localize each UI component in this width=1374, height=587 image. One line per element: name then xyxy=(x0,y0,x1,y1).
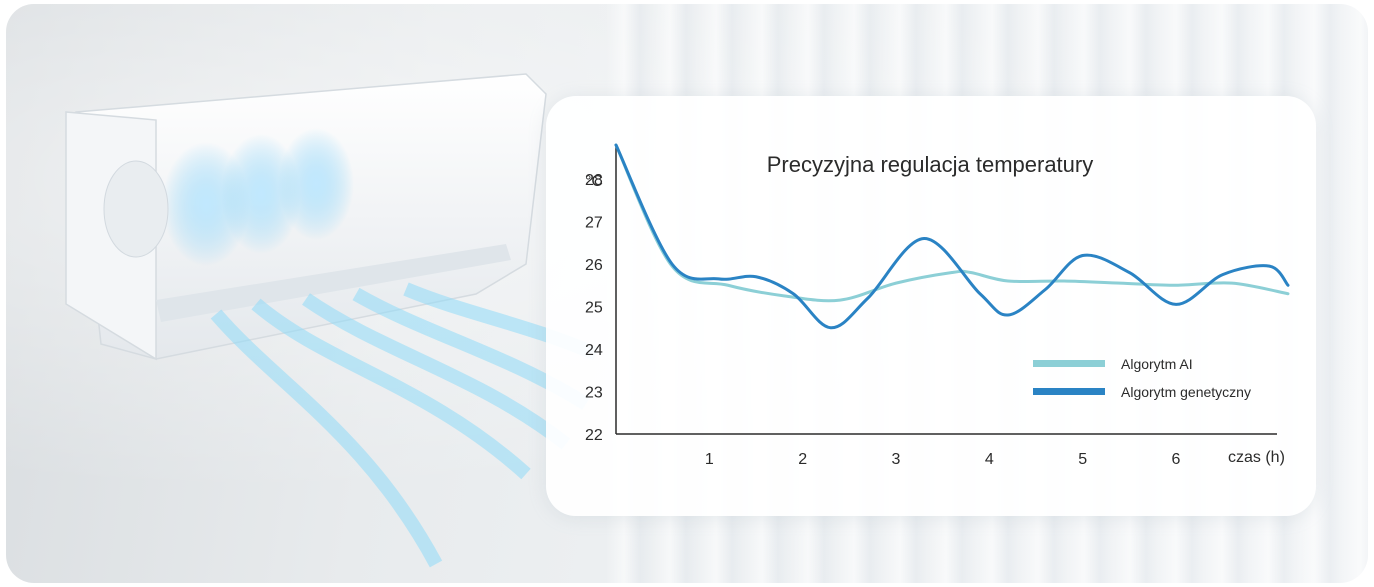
x-tick-label: 6 xyxy=(1172,451,1181,468)
legend-swatch xyxy=(1033,360,1105,367)
x-tick-labels: 1 2 3 4 5 6 xyxy=(705,451,1181,468)
y-tick-labels: 22 23 24 25 26 27 28 xyxy=(585,172,603,444)
legend-swatch xyxy=(1033,388,1105,395)
x-tick-label: 1 xyxy=(705,451,714,468)
y-tick-label: 27 xyxy=(585,215,603,232)
air-conditioner-illustration xyxy=(65,73,599,568)
y-tick-label: 23 xyxy=(585,385,603,402)
y-tick-label: 28 xyxy=(585,172,603,189)
legend-label: Algorytm genetyczny xyxy=(1121,384,1251,400)
hero-banner xyxy=(6,4,1368,583)
y-tick-label: 26 xyxy=(585,257,603,274)
x-tick-label: 5 xyxy=(1078,451,1087,468)
chart-title: Precyzyjna regulacja temperatury xyxy=(767,152,1093,177)
x-tick-label: 4 xyxy=(985,451,994,468)
y-tick-label: 22 xyxy=(585,427,603,444)
legend-label: Algorytm AI xyxy=(1121,356,1193,372)
chart-card xyxy=(546,96,1316,516)
x-axis-label: czas (h) xyxy=(1228,449,1285,466)
x-tick-label: 2 xyxy=(798,451,807,468)
y-tick-label: 25 xyxy=(585,300,603,317)
y-axis-unit-label: °C xyxy=(585,173,603,190)
series-line-1 xyxy=(614,143,1290,303)
x-tick-label: 3 xyxy=(892,451,901,468)
series-lines xyxy=(614,143,1290,330)
y-tick-label: 24 xyxy=(585,342,603,359)
series-line-2 xyxy=(614,143,1290,330)
legend: Algorytm AI Algorytm genetyczny xyxy=(1033,356,1251,400)
